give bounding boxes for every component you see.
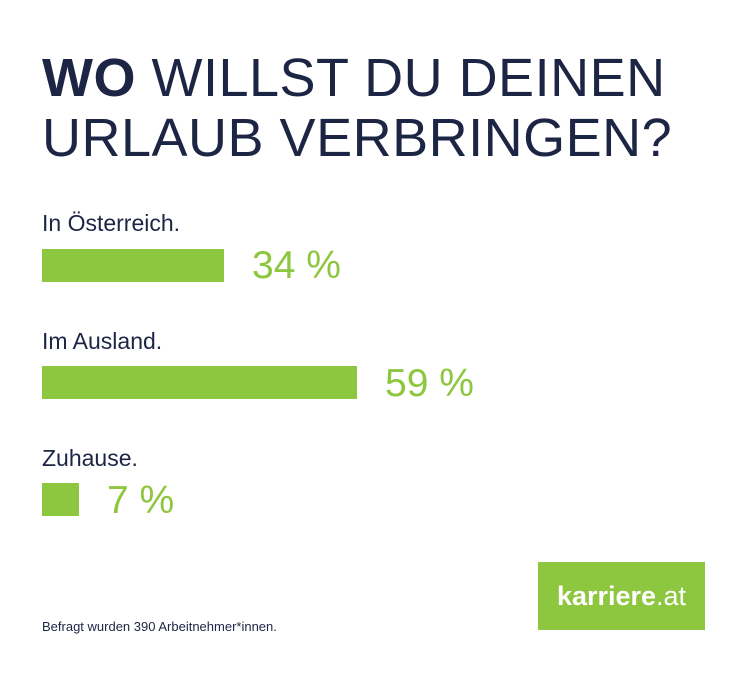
category-label-oesterreich: In Österreich. bbox=[42, 210, 181, 236]
bar-oesterreich bbox=[42, 249, 224, 282]
karriere-logo: karriere .at bbox=[538, 562, 705, 630]
title-line1-rest: WILLST DU DEINEN bbox=[151, 48, 666, 108]
footnote: Befragt wurden 390 Arbeitnehmer*innen. bbox=[42, 619, 277, 634]
bar-zuhause bbox=[42, 483, 79, 516]
logo-brand: karriere bbox=[556, 580, 657, 611]
value-label-oesterreich: 34 % bbox=[252, 244, 341, 287]
category-label-ausland: Im Ausland. bbox=[42, 328, 163, 354]
logo-tld: .at bbox=[656, 580, 687, 611]
title-line2: URLAUB VERBRINGEN? bbox=[42, 108, 673, 168]
value-label-zuhause: 7 % bbox=[107, 479, 175, 522]
bar-ausland bbox=[42, 366, 357, 399]
title-bold-word: WO bbox=[42, 48, 136, 108]
chart-title: WO WILLST DU DEINEN URLAUB VERBRINGEN? bbox=[42, 48, 672, 168]
value-label-ausland: 59 % bbox=[385, 362, 474, 405]
category-label-zuhause: Zuhause. bbox=[42, 445, 138, 471]
